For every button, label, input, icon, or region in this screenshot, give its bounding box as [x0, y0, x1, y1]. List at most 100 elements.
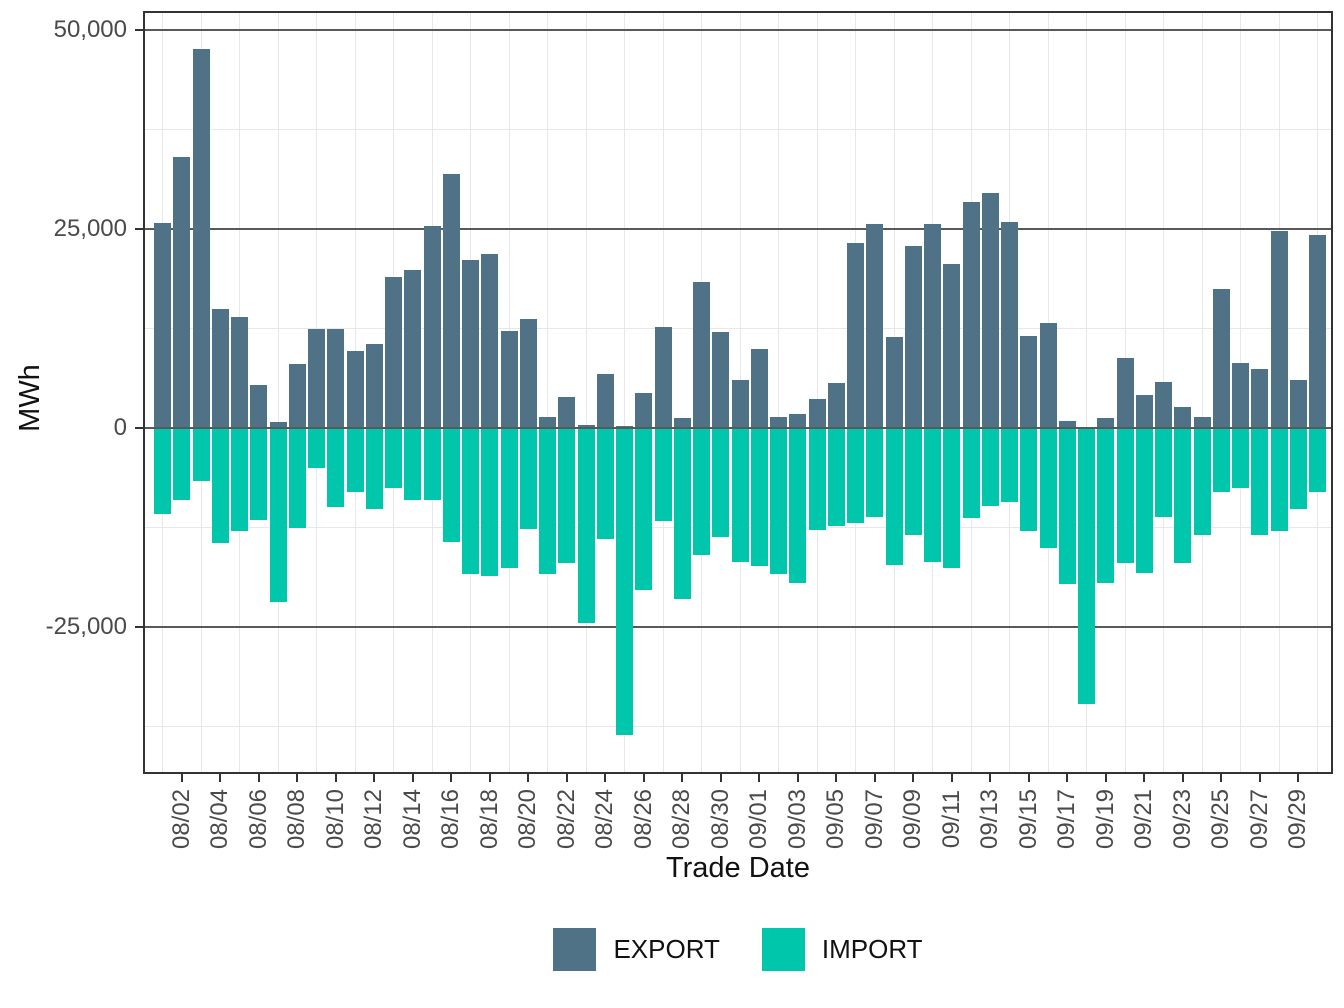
import-bar: [962, 428, 980, 518]
export-bar: [673, 417, 691, 428]
export-bar: [1116, 357, 1134, 428]
export-bar: [269, 422, 287, 428]
legend-label-import: IMPORT: [821, 934, 923, 964]
y-tick: [135, 427, 145, 429]
import-bar: [442, 428, 460, 542]
export-bar: [1270, 230, 1288, 428]
x-axis-title: Trade Date: [666, 852, 810, 884]
export-bar: [904, 245, 922, 428]
export-bar: [1020, 335, 1038, 428]
export-bar: [365, 343, 383, 428]
x-tick: [1143, 772, 1146, 782]
import-bar: [712, 428, 730, 538]
x-tick-label: 09/25: [1207, 788, 1235, 850]
x-tick: [1027, 772, 1030, 782]
h-gridline-major: [145, 29, 1331, 31]
export-bar: [1193, 416, 1211, 428]
export-bar: [231, 316, 248, 428]
x-tick: [681, 772, 684, 782]
import-bar: [192, 428, 210, 482]
export-bar: [250, 385, 268, 428]
export-bar: [1212, 289, 1230, 428]
x-tick-label: 08/04: [206, 788, 234, 850]
x-tick-label: 08/24: [591, 788, 619, 850]
x-tick: [1258, 772, 1261, 782]
export-bar: [654, 326, 672, 428]
import-bar: [500, 428, 518, 569]
import-bar: [1289, 428, 1307, 510]
v-gridline: [277, 13, 279, 772]
x-tick-label: 08/16: [437, 788, 465, 850]
y-tick: [135, 626, 145, 628]
x-tick-label: 08/10: [321, 788, 349, 850]
export-bar: [327, 329, 345, 428]
x-tick: [1066, 772, 1069, 782]
v-gridline: [1086, 13, 1087, 772]
import-bar: [808, 428, 826, 530]
plot-panel: [145, 13, 1331, 772]
legend-swatch-export: [553, 928, 597, 971]
import-bar: [1212, 428, 1230, 493]
import-bar: [481, 428, 499, 577]
export-bar: [404, 270, 422, 428]
export-bar: [211, 309, 229, 428]
x-tick-label: 08/14: [398, 788, 426, 850]
import-bar: [924, 428, 941, 562]
x-tick: [1220, 772, 1223, 782]
import-bar: [731, 428, 749, 562]
v-gridline: [624, 13, 625, 772]
import-bar: [770, 428, 787, 574]
x-tick-label: 09/19: [1091, 788, 1119, 850]
x-tick-label: 09/23: [1168, 788, 1196, 850]
x-tick: [989, 772, 992, 782]
x-tick-label: 09/03: [783, 788, 811, 850]
import-bar: [346, 428, 364, 492]
export-bar: [750, 349, 768, 428]
y-tick-label: 0: [113, 414, 127, 441]
x-tick-label: 08/28: [668, 788, 696, 850]
export-bar: [1289, 380, 1307, 428]
import-bar: [173, 428, 191, 501]
import-bar: [635, 428, 653, 590]
export-bar: [346, 350, 364, 428]
legend-item-import: IMPORT: [761, 928, 923, 971]
x-tick: [411, 772, 414, 782]
import-bar: [866, 428, 884, 518]
export-bar: [539, 416, 556, 428]
h-gridline-minor: [145, 726, 1331, 727]
import-bar: [423, 428, 441, 500]
x-tick: [796, 772, 799, 782]
import-bar: [847, 428, 864, 523]
y-tick: [135, 228, 145, 230]
v-gridline: [778, 13, 779, 772]
x-tick: [604, 772, 607, 782]
x-tick-label: 08/20: [514, 788, 542, 850]
import-bar: [596, 428, 614, 540]
x-tick-label: 09/27: [1245, 788, 1273, 850]
legend: EXPORT IMPORT: [145, 928, 1331, 971]
import-bar: [558, 428, 576, 563]
y-tick-label: 25,000: [53, 215, 127, 242]
export-bar: [1097, 418, 1115, 428]
x-tick-label: 09/09: [899, 788, 927, 850]
x-tick: [912, 772, 915, 782]
x-tick-label: 08/12: [360, 788, 388, 850]
export-bar: [1001, 221, 1018, 428]
export-bar: [1232, 362, 1249, 428]
import-bar: [1058, 428, 1076, 585]
x-tick-label: 09/17: [1053, 788, 1081, 850]
import-bar: [1251, 428, 1269, 535]
import-bar: [462, 428, 479, 575]
import-bar: [1232, 428, 1249, 488]
x-tick-label: 09/07: [860, 788, 888, 850]
import-bar: [1078, 428, 1095, 705]
import-bar: [154, 428, 171, 514]
h-gridline-major: [145, 228, 1331, 230]
export-bar: [866, 224, 884, 428]
legend-swatch-import: [761, 928, 805, 971]
x-tick-label: 08/06: [244, 788, 272, 850]
import-bar: [693, 428, 710, 556]
export-bar: [1174, 407, 1192, 428]
x-tick: [527, 772, 530, 782]
export-bar: [308, 329, 325, 428]
